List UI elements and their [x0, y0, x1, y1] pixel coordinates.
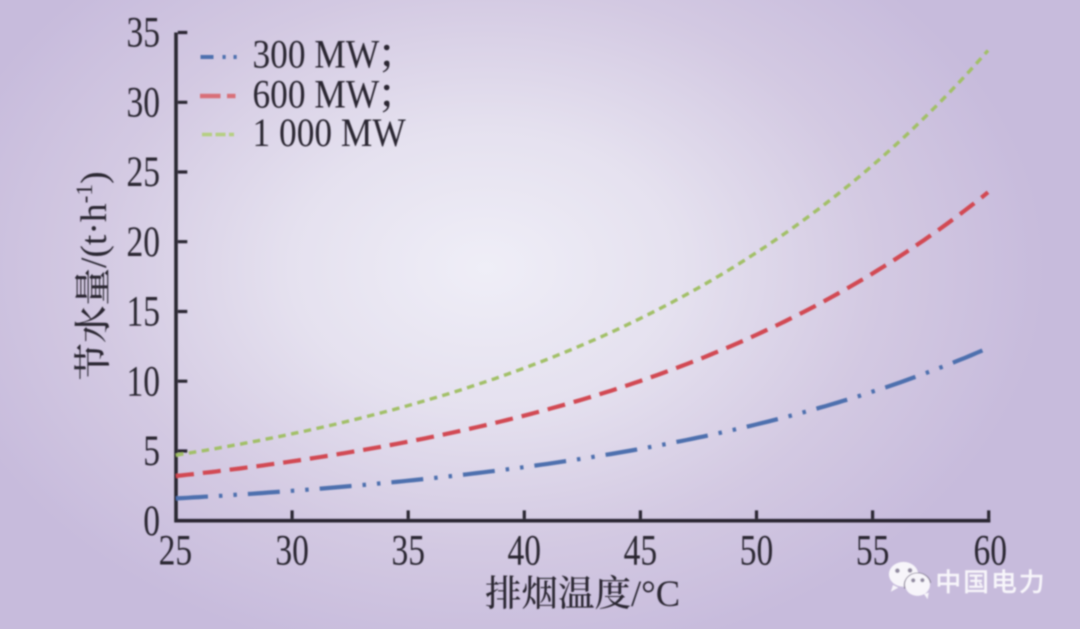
- svg-text:40: 40: [508, 528, 542, 575]
- svg-text:5: 5: [143, 428, 160, 475]
- svg-text:300 MW: 300 MW: [253, 32, 380, 77]
- svg-text:35: 35: [126, 10, 160, 57]
- svg-text:35: 35: [391, 528, 425, 575]
- svg-text:10: 10: [126, 359, 160, 406]
- svg-text:0: 0: [143, 498, 160, 545]
- svg-text:): ): [74, 171, 115, 184]
- svg-text:25: 25: [126, 149, 160, 196]
- svg-text:25: 25: [159, 528, 193, 575]
- svg-text:/(t·h: /(t·h: [74, 203, 115, 268]
- svg-text:1 000 MW: 1 000 MW: [253, 111, 407, 156]
- svg-text:30: 30: [126, 80, 160, 127]
- svg-text:55: 55: [856, 528, 890, 575]
- svg-text:30: 30: [275, 528, 309, 575]
- svg-text:45: 45: [624, 528, 658, 575]
- svg-text:15: 15: [126, 289, 160, 336]
- svg-text:20: 20: [126, 219, 160, 266]
- svg-text:600 MW: 600 MW: [253, 72, 380, 117]
- svg-text:50: 50: [740, 528, 774, 575]
- svg-text:-1: -1: [72, 184, 98, 203]
- svg-text:/°C: /°C: [631, 573, 680, 614]
- svg-text:60: 60: [973, 528, 1007, 575]
